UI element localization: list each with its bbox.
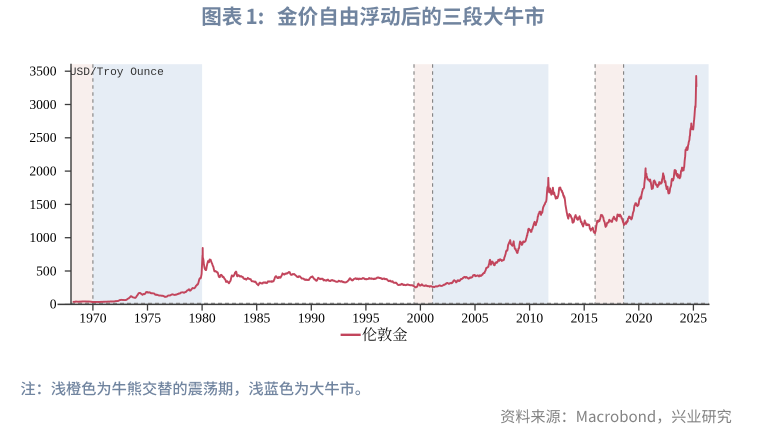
svg-text:1975: 1975 bbox=[134, 311, 161, 326]
svg-text:0: 0 bbox=[50, 297, 57, 312]
svg-text:500: 500 bbox=[36, 263, 57, 278]
svg-text:3000: 3000 bbox=[29, 97, 56, 112]
svg-text:2015: 2015 bbox=[571, 311, 598, 326]
svg-text:2010: 2010 bbox=[516, 311, 543, 326]
svg-text:2020: 2020 bbox=[625, 311, 652, 326]
svg-text:1000: 1000 bbox=[29, 230, 56, 245]
svg-text:1980: 1980 bbox=[189, 311, 216, 326]
svg-text:3500: 3500 bbox=[29, 64, 56, 79]
svg-text:1990: 1990 bbox=[298, 311, 325, 326]
svg-text:1995: 1995 bbox=[352, 311, 379, 326]
svg-text:1500: 1500 bbox=[29, 197, 56, 212]
svg-text:USD/Troy Ounce: USD/Troy Ounce bbox=[70, 67, 164, 79]
svg-text:1985: 1985 bbox=[243, 311, 270, 326]
svg-text:1970: 1970 bbox=[79, 311, 106, 326]
svg-text:2000: 2000 bbox=[29, 164, 56, 179]
svg-text:2025: 2025 bbox=[680, 311, 707, 326]
svg-text:2000: 2000 bbox=[407, 311, 434, 326]
svg-text:2005: 2005 bbox=[461, 311, 488, 326]
svg-text:2500: 2500 bbox=[29, 130, 56, 145]
